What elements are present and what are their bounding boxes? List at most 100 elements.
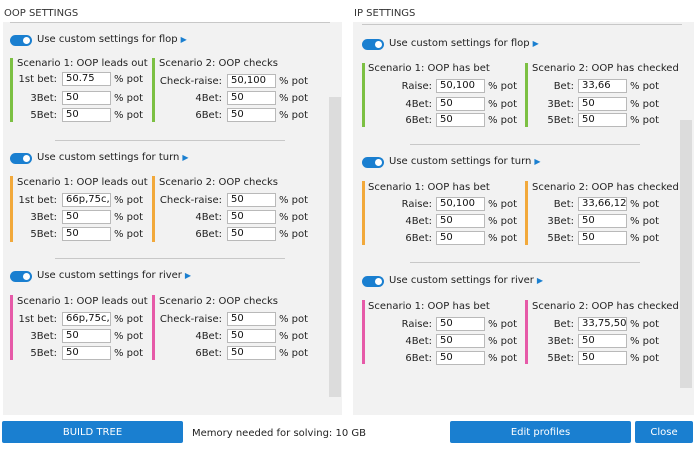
ip-flop-5bet-input[interactable]: 50 xyxy=(578,113,627,127)
unit-label: % pot xyxy=(114,229,144,240)
oop-turn-5bet-input[interactable]: 50 xyxy=(62,227,111,241)
unit-label: % pot xyxy=(488,115,518,126)
triangle-right-icon[interactable]: ▶ xyxy=(536,276,544,285)
ip-turn-5bet-input[interactable]: 50 xyxy=(578,231,627,245)
ip-flop-bet-input[interactable]: 33,66 xyxy=(578,79,627,93)
river-color-bar xyxy=(10,295,13,360)
unit-label: % pot xyxy=(630,353,660,364)
oop-river-s1-title: Scenario 1: OOP leads out xyxy=(17,296,148,307)
ip-flop-toggle-label[interactable]: Use custom settings for flop ▶ xyxy=(389,38,539,49)
flop-color-bar xyxy=(10,58,13,122)
oop-flop-1st-bet-input[interactable]: 50.75 xyxy=(62,72,111,86)
ip-river-raise-input[interactable]: 50 xyxy=(436,317,485,331)
ip-flop-toggle[interactable] xyxy=(362,39,384,50)
row-label: 5Bet: xyxy=(30,110,57,121)
row-label: Raise: xyxy=(401,199,432,210)
row-label: 1st bet: xyxy=(18,195,57,206)
oop-river-4bet-input[interactable]: 50 xyxy=(227,329,276,343)
flop-color-bar xyxy=(525,63,528,127)
close-button[interactable]: Close xyxy=(635,421,693,443)
ip-flop-4bet-input[interactable]: 50 xyxy=(436,97,485,111)
oop-river-6bet-input[interactable]: 50 xyxy=(227,346,276,360)
ip-settings-pane xyxy=(353,22,694,415)
unit-label: % pot xyxy=(114,212,144,223)
unit-label: % pot xyxy=(114,110,144,121)
unit-label: % pot xyxy=(279,331,309,342)
triangle-right-icon[interactable]: ▶ xyxy=(180,35,187,44)
row-label: 5Bet: xyxy=(547,115,574,126)
ip-turn-s1-title: Scenario 1: OOP has bet xyxy=(368,182,490,193)
unit-label: % pot xyxy=(279,110,309,121)
unit-label: % pot xyxy=(488,319,518,330)
ip-flop-6bet-input[interactable]: 50 xyxy=(436,113,485,127)
oop-river-5bet-input[interactable]: 50 xyxy=(62,346,111,360)
oop-flop-toggle-label[interactable]: Use custom settings for flop ▶ xyxy=(37,34,187,45)
oop-river-toggle[interactable] xyxy=(10,271,32,282)
ip-river-5bet-input[interactable]: 50 xyxy=(578,351,627,365)
unit-label: % pot xyxy=(279,229,309,240)
ip-river-toggle[interactable] xyxy=(362,276,384,287)
ip-turn-s2-title: Scenario 2: OOP has checked xyxy=(532,182,679,193)
row-label: 6Bet: xyxy=(405,233,432,244)
ip-river-4bet-input[interactable]: 50 xyxy=(436,334,485,348)
row-label: 3Bet: xyxy=(30,331,57,342)
ip-turn-toggle-label[interactable]: Use custom settings for turn ▶ xyxy=(389,156,541,167)
oop-flop-4bet-input[interactable]: 50 xyxy=(227,91,276,105)
build-tree-button[interactable]: BUILD TREE xyxy=(2,421,183,443)
oop-turn-4bet-input[interactable]: 50 xyxy=(227,210,276,224)
ip-flop-raise-input[interactable]: 50,100 xyxy=(436,79,485,93)
divider xyxy=(410,144,640,145)
unit-label: % pot xyxy=(630,216,660,227)
row-label: 5Bet: xyxy=(30,348,57,359)
unit-label: % pot xyxy=(114,348,144,359)
oop-turn-1st-bet-input[interactable]: 66p,75c,12 xyxy=(62,193,111,207)
unit-label: % pot xyxy=(630,336,660,347)
oop-river-toggle-label[interactable]: Use custom settings for river ▶ xyxy=(37,270,192,281)
oop-river-3bet-input[interactable]: 50 xyxy=(62,329,111,343)
ip-turn-6bet-input[interactable]: 50 xyxy=(436,231,485,245)
flop-color-bar xyxy=(152,58,155,122)
oop-scrollbar[interactable] xyxy=(329,97,341,397)
edit-profiles-button[interactable]: Edit profiles xyxy=(450,421,631,443)
triangle-right-icon[interactable]: ▶ xyxy=(182,153,189,162)
row-label: 4Bet: xyxy=(195,212,222,223)
turn-color-bar xyxy=(152,176,155,242)
ip-turn-toggle[interactable] xyxy=(362,157,384,168)
unit-label: % pot xyxy=(114,93,144,104)
oop-turn-toggle-label[interactable]: Use custom settings for turn ▶ xyxy=(37,152,189,163)
oop-turn-6bet-input[interactable]: 50 xyxy=(227,227,276,241)
ip-river-toggle-label[interactable]: Use custom settings for river ▶ xyxy=(389,275,544,286)
oop-turn-check-raise-input[interactable]: 50 xyxy=(227,193,276,207)
oop-flop-toggle[interactable] xyxy=(10,35,32,46)
row-label: 4Bet: xyxy=(195,331,222,342)
ip-scrollbar[interactable] xyxy=(680,120,692,388)
ip-turn-raise-input[interactable]: 50,100 xyxy=(436,197,485,211)
row-label: Check-raise: xyxy=(159,314,222,325)
ip-flop-3bet-input[interactable]: 50 xyxy=(578,97,627,111)
oop-turn-3bet-input[interactable]: 50 xyxy=(62,210,111,224)
oop-river-1st-bet-input[interactable]: 66p,75c,12 xyxy=(62,312,111,326)
ip-turn-3bet-input[interactable]: 50 xyxy=(578,214,627,228)
ip-river-3bet-input[interactable]: 50 xyxy=(578,334,627,348)
divider xyxy=(362,24,682,25)
oop-flop-6bet-input[interactable]: 50 xyxy=(227,108,276,122)
divider xyxy=(410,262,640,263)
ip-turn-bet-input[interactable]: 33,66,125 xyxy=(578,197,627,211)
oop-flop-3bet-input[interactable]: 50 xyxy=(62,91,111,105)
unit-label: % pot xyxy=(279,212,309,223)
oop-turn-toggle[interactable] xyxy=(10,153,32,164)
flop-color-bar xyxy=(362,63,365,127)
row-label: 4Bet: xyxy=(405,99,432,110)
ip-turn-4bet-input[interactable]: 50 xyxy=(436,214,485,228)
oop-flop-check-raise-input[interactable]: 50,100 xyxy=(227,74,276,88)
triangle-right-icon[interactable]: ▶ xyxy=(184,271,192,280)
ip-river-6bet-input[interactable]: 50 xyxy=(436,351,485,365)
row-label: 4Bet: xyxy=(405,216,432,227)
unit-label: % pot xyxy=(630,319,660,330)
oop-flop-5bet-input[interactable]: 50 xyxy=(62,108,111,122)
oop-river-check-raise-input[interactable]: 50 xyxy=(227,312,276,326)
ip-river-bet-input[interactable]: 33,75,500 xyxy=(578,317,627,331)
triangle-right-icon[interactable]: ▶ xyxy=(532,39,539,48)
triangle-right-icon[interactable]: ▶ xyxy=(534,157,541,166)
row-label: 3Bet: xyxy=(547,336,574,347)
